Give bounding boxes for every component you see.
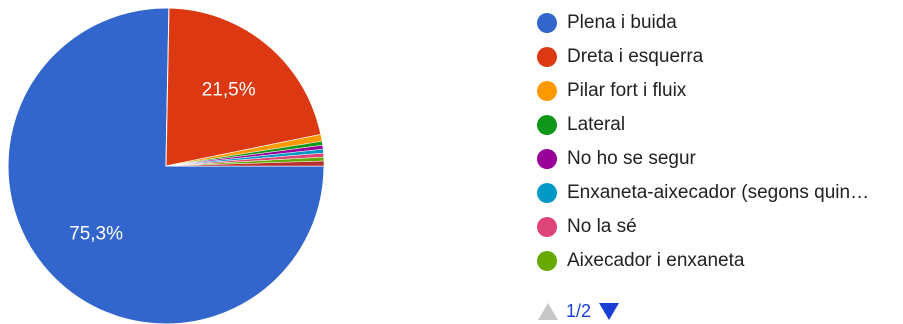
legend-item-enxaneta-aixecador[interactable]: Enxaneta-aixecador (segons quin…	[537, 176, 869, 210]
legend-label: Enxaneta-aixecador (segons quin…	[567, 182, 870, 203]
legend-label: Pilar fort i fluix	[567, 80, 687, 101]
legend-item-plena-i-buida[interactable]: Plena i buida	[537, 6, 869, 40]
legend-item-pilar-fort-i-fluix[interactable]: Pilar fort i fluix	[537, 74, 869, 108]
pager-text: 1/2	[566, 301, 592, 321]
legend-swatch	[537, 149, 557, 169]
legend-label: Plena i buida	[567, 12, 677, 33]
legend-label: Aixecador i enxaneta	[567, 250, 745, 271]
legend-item-no-la-se[interactable]: No la sé	[537, 210, 869, 244]
legend-swatch	[537, 13, 557, 33]
legend-swatch	[537, 81, 557, 101]
legend-swatch	[537, 183, 557, 203]
triangle-down-icon[interactable]	[599, 303, 620, 320]
legend-item-no-ho-se-segur[interactable]: No ho se segur	[537, 142, 869, 176]
legend-swatch	[537, 115, 557, 135]
legend-label: No ho se segur	[567, 148, 696, 169]
legend-label: Lateral	[567, 114, 626, 135]
legend-pager: 1/2	[538, 301, 620, 322]
legend-label: Dreta i esquerra	[567, 46, 704, 67]
legend: Plena i buida Dreta i esquerra Pilar for…	[537, 6, 869, 278]
legend-item-dreta-i-esquerra[interactable]: Dreta i esquerra	[537, 40, 869, 74]
legend-swatch	[537, 251, 557, 271]
legend-label: No la sé	[567, 216, 637, 237]
pie-data-label: 75,3%	[69, 224, 123, 245]
pie-chart: 75,3% 21,5%	[7, 7, 325, 324]
legend-swatch	[537, 217, 557, 237]
pie-slice-9[interactable]	[165, 160, 325, 167]
legend-item-aixecador-i-enxaneta[interactable]: Aixecador i enxaneta	[537, 244, 869, 278]
triangle-up-icon[interactable]	[538, 303, 558, 320]
pie-data-label: 21,5%	[202, 80, 256, 101]
legend-item-lateral[interactable]: Lateral	[537, 108, 869, 142]
pie-slice-2[interactable]	[165, 7, 322, 167]
legend-swatch	[537, 47, 557, 67]
